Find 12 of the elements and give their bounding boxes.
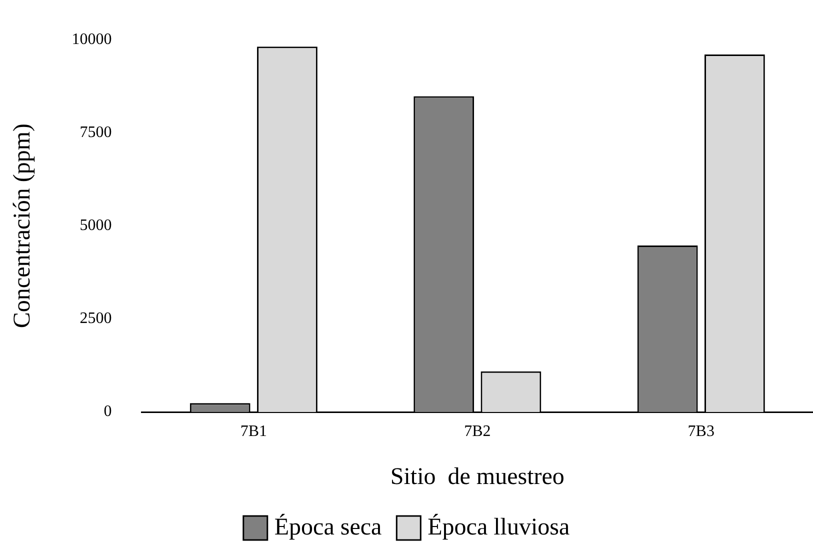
legend-label: Época lluviosa — [428, 513, 570, 540]
legend-label: Época seca — [274, 513, 382, 540]
y-tick-label: 7500 — [80, 124, 112, 141]
x-tick-label: 7B3 — [688, 422, 714, 440]
y-tick-label: 2500 — [80, 310, 112, 328]
y-tick-label: 5000 — [80, 217, 112, 234]
y-tick-label: 0 — [104, 403, 112, 420]
x-tick-label: 7B2 — [464, 422, 491, 440]
y-tick-label: 10000 — [72, 30, 112, 48]
x-tick-label: 7B1 — [240, 422, 268, 440]
y-axis-title: Concentración (ppm) — [10, 123, 36, 328]
x-axis-title: Sitio de muestreo — [390, 464, 564, 490]
